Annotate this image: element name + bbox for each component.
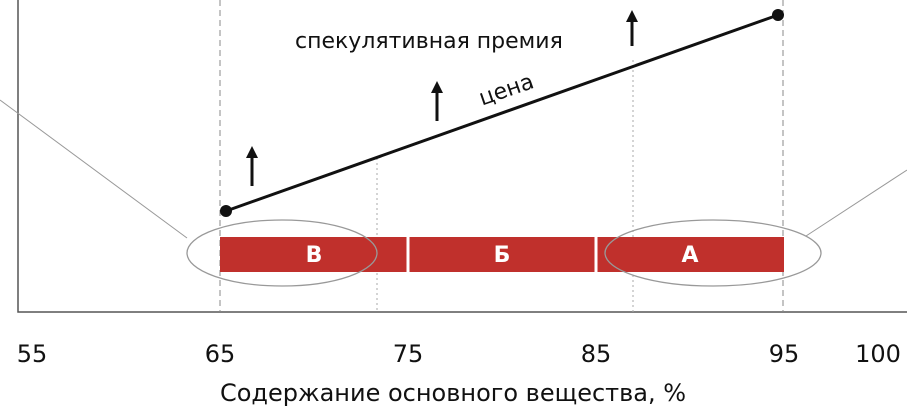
dot bbox=[772, 9, 784, 21]
zone-label: В bbox=[306, 243, 323, 268]
connector bbox=[805, 169, 907, 237]
x-tick-label: 95 bbox=[769, 340, 800, 368]
dot bbox=[220, 205, 232, 217]
arrows bbox=[246, 10, 638, 186]
connector bbox=[0, 99, 188, 239]
zone-bar bbox=[597, 237, 784, 272]
zone-label: А bbox=[681, 243, 698, 268]
zone-bar bbox=[220, 237, 407, 272]
x-tick-label: 85 bbox=[581, 340, 612, 368]
zone-bar bbox=[409, 237, 595, 272]
highlight-ellipse bbox=[186, 219, 378, 287]
price-line bbox=[225, 13, 779, 213]
x-tick-label: 100 bbox=[855, 340, 901, 368]
highlight-ellipse bbox=[604, 219, 822, 287]
plot-frame bbox=[17, 0, 907, 313]
x-tick-label: 65 bbox=[205, 340, 236, 368]
x-tick-label: 55 bbox=[17, 340, 48, 368]
x-tick-label: 75 bbox=[393, 340, 424, 368]
zone-label: Б bbox=[494, 243, 511, 268]
annotation: спекулятивная премия bbox=[295, 29, 563, 54]
x-axis-label: Содержание основного вещества, % bbox=[220, 379, 686, 407]
